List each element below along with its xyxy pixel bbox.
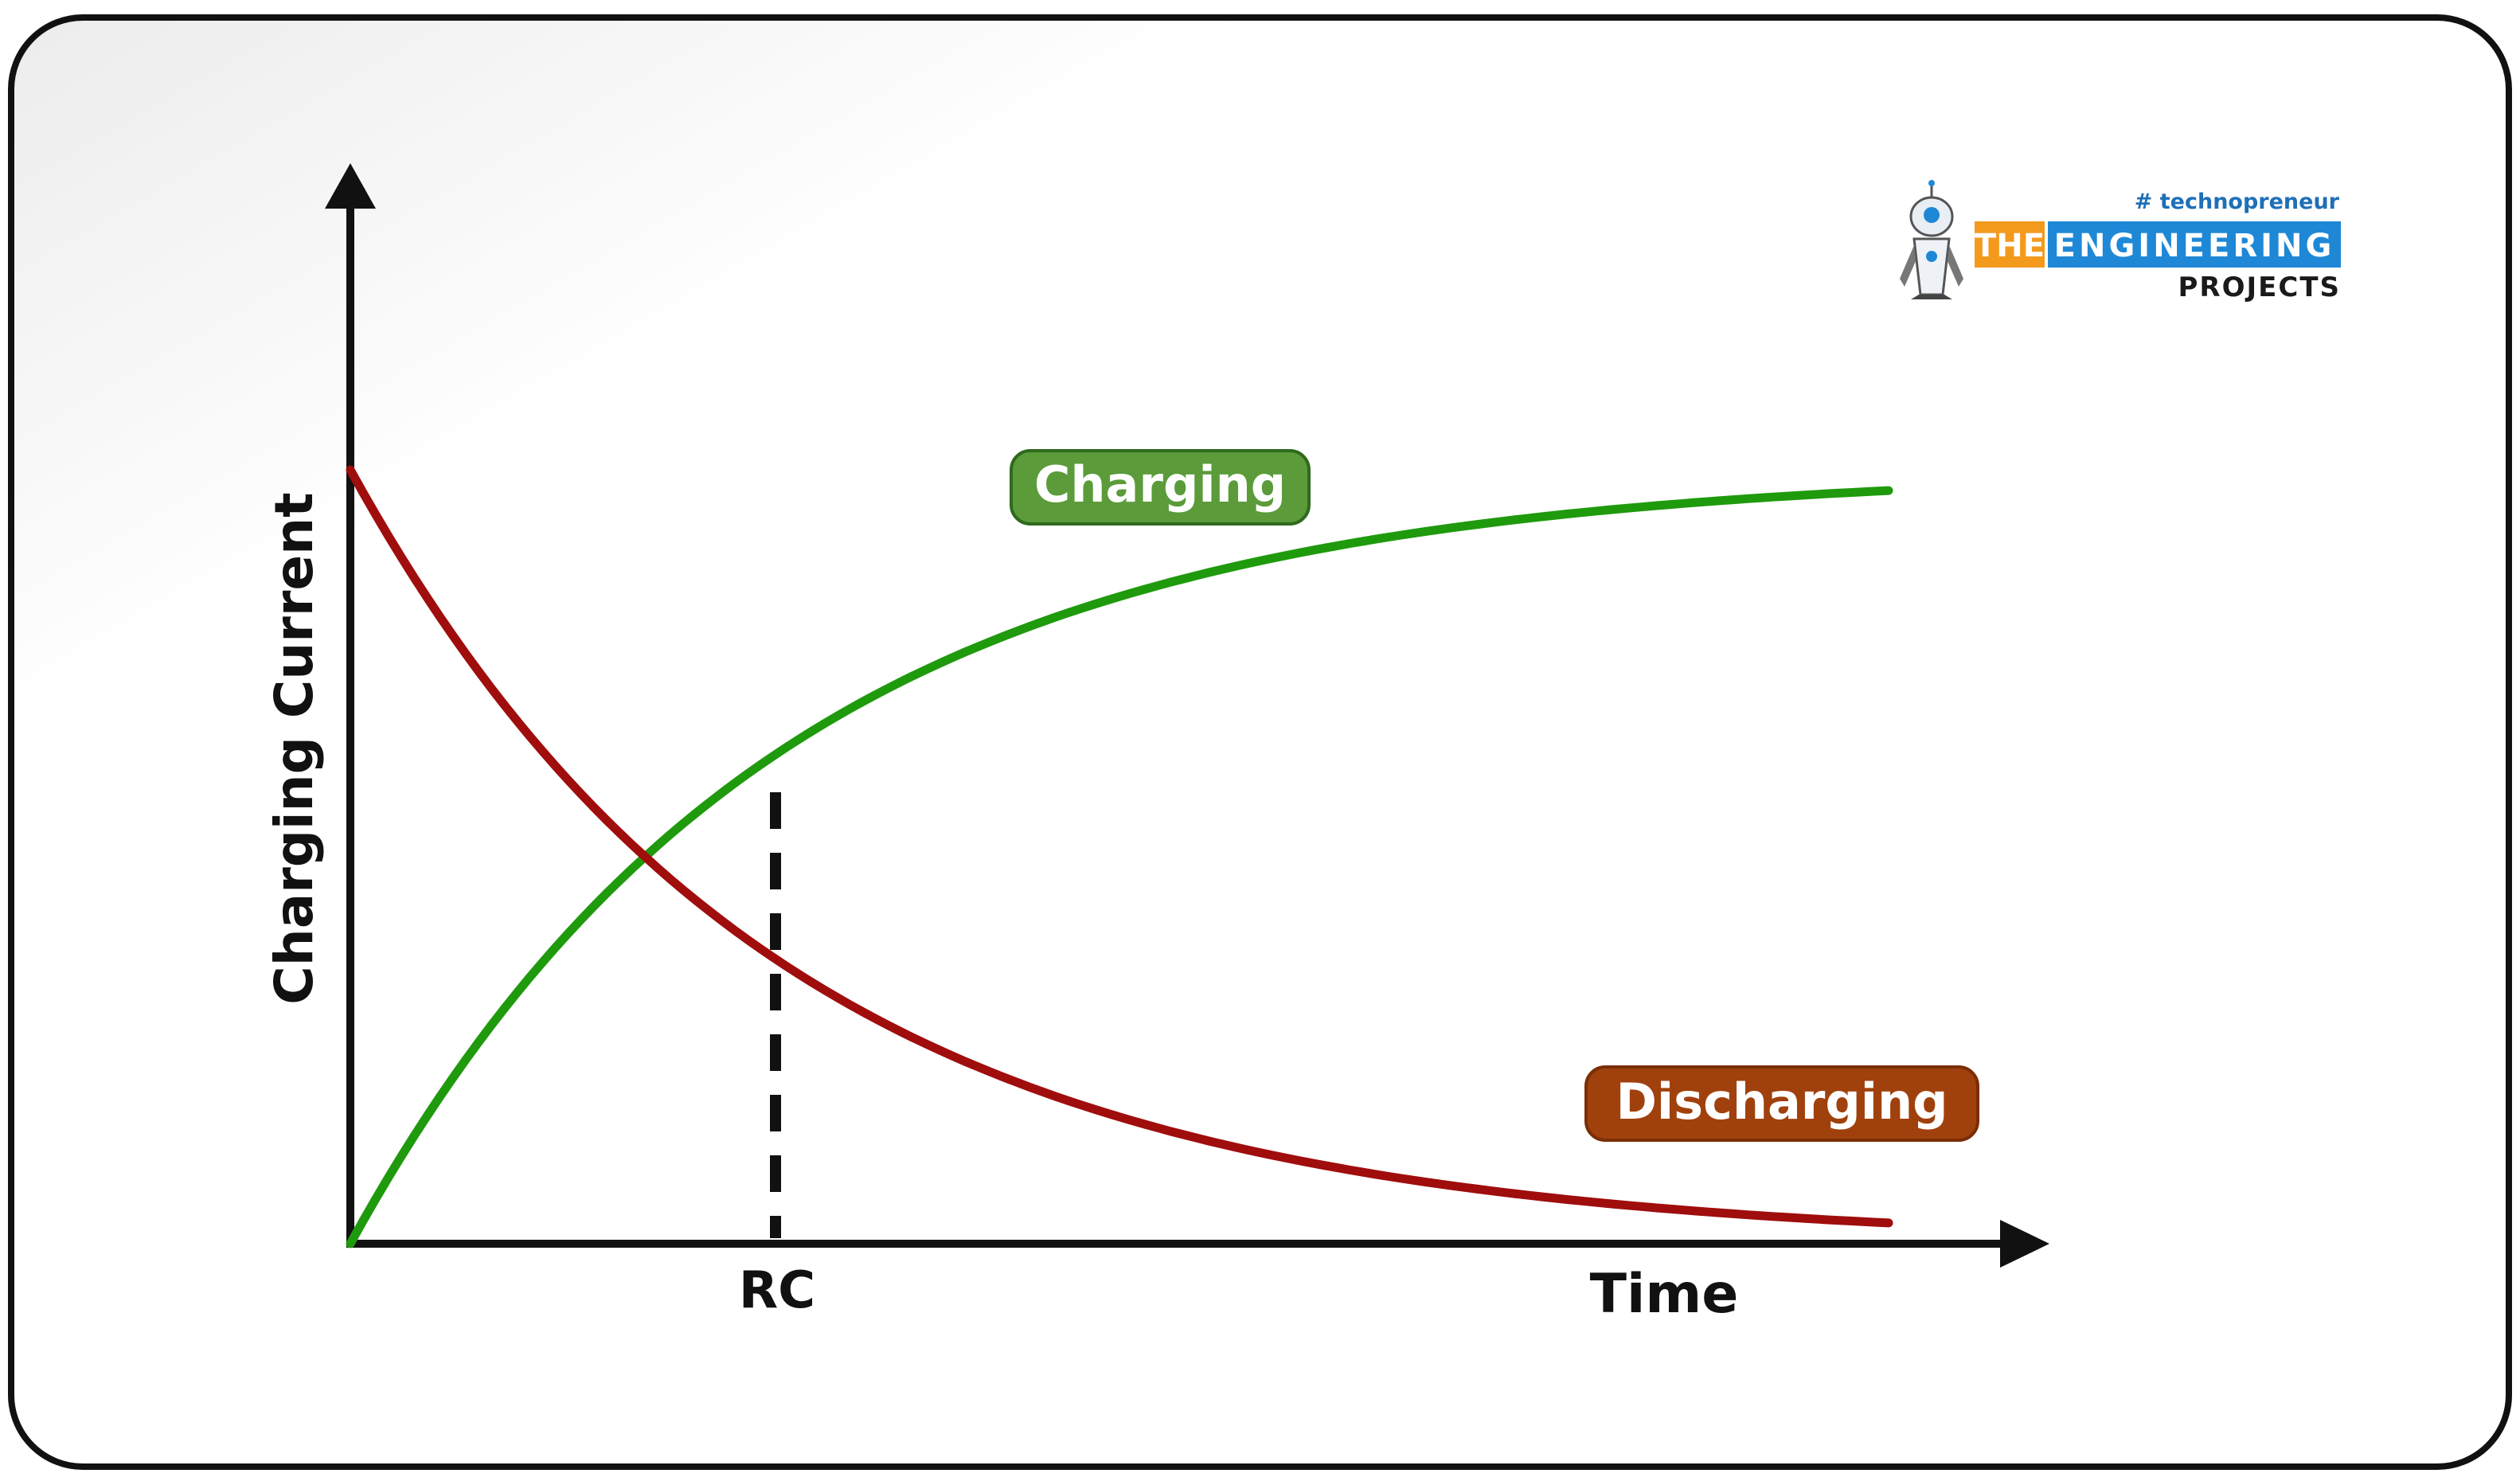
logo-engineering-box [2048,221,2341,268]
logo-word-the: THE [1975,228,2045,264]
y-axis-arrowhead [325,163,376,209]
logo-tagline: # technopreneur [2135,190,2340,214]
charging-badge: Charging [1010,449,1311,526]
charging-curve [346,486,1893,1248]
x-axis-label: Time [1590,1263,1739,1326]
logo-the-box [1975,221,2045,268]
rc-tick-label: RC [739,1261,815,1320]
logo-word-projects: PROJECTS [2178,272,2341,303]
y-axis-label: Charging Current [264,492,325,1004]
x-axis-arrowhead [2000,1220,2049,1268]
discharging-badge: Discharging [1584,1065,1979,1142]
logo-word-engineering: ENGINEERING [2054,228,2335,264]
charging-badge-label: Charging [1034,455,1286,514]
robot-mascot-icon [1900,180,1963,299]
discharging-curve [346,465,1893,1228]
discharging-badge-label: Discharging [1616,1073,1948,1131]
brand-logo: # technopreneur THE ENGINEERING PROJECTS [1900,180,2341,303]
